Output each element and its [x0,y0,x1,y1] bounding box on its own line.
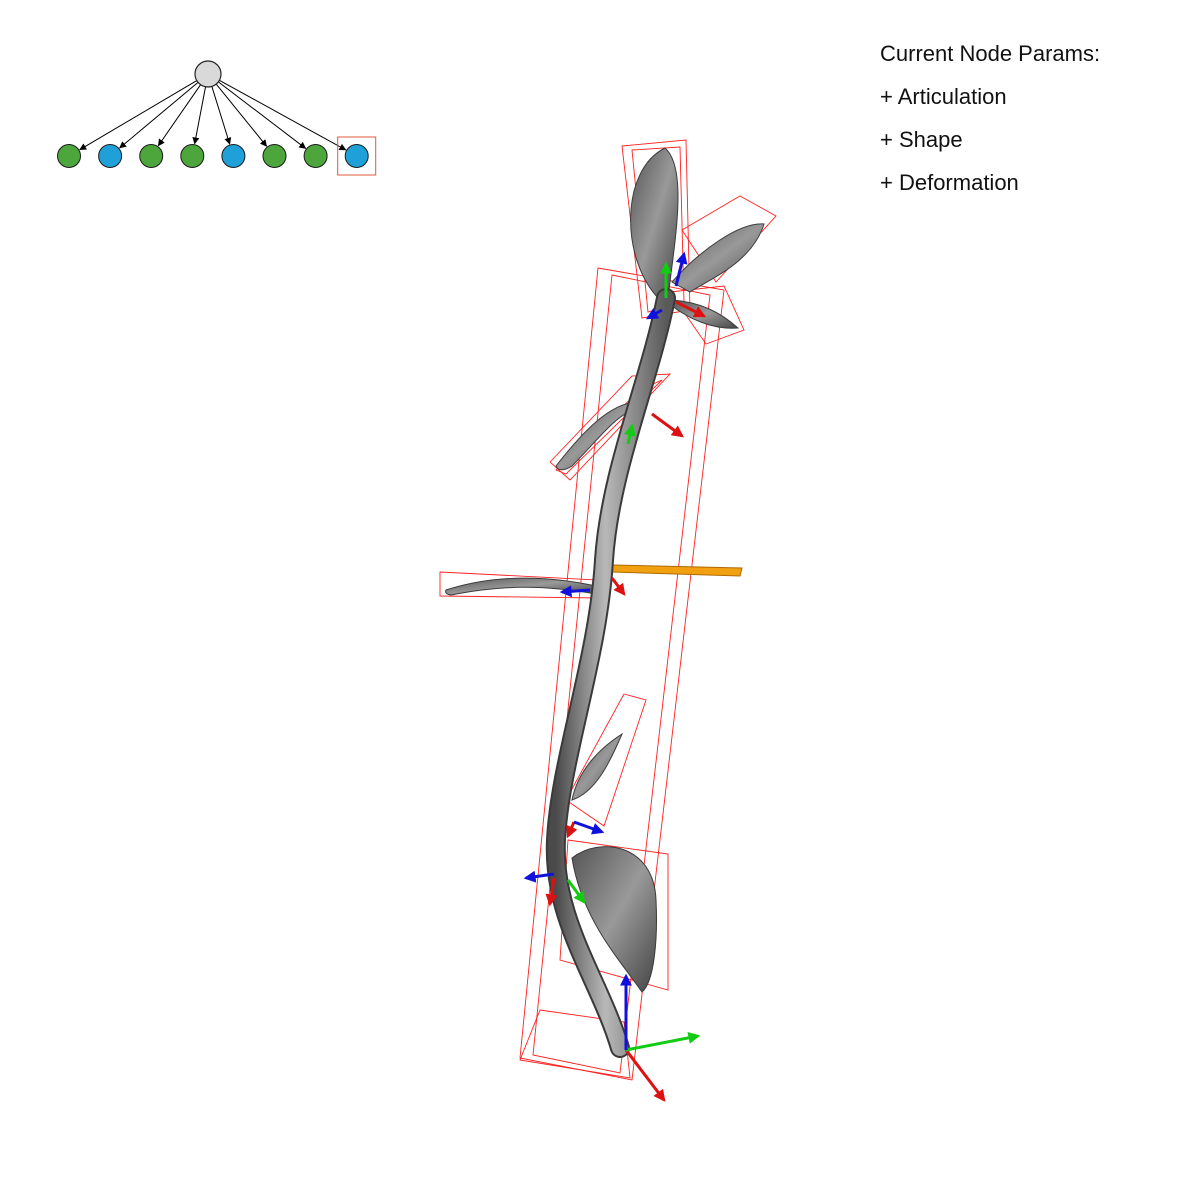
axis-x-arrow [675,300,707,318]
tree-child-node-3[interactable] [139,144,164,168]
axis-z-arrow [559,585,591,598]
tree-edge [157,84,202,147]
node-tree [57,60,377,176]
axes-lower-leaf [566,820,605,839]
bbox-right-petal [669,285,745,345]
tree-edge [215,83,268,147]
tree-edges [79,79,347,151]
axis-z-arrow [645,308,663,320]
axis-x-arrow [545,877,558,907]
node-params-panel: Current Node Params: + Articulation + Sh… [880,32,1180,204]
axis-y-arrow [566,879,586,904]
leaf-highlighted[interactable] [611,564,743,577]
axes-left-branch [624,412,684,445]
tree-child-nodes [57,136,377,176]
leaf-horizontal[interactable] [445,577,597,596]
axis-z-arrow [523,870,555,883]
axes-horizontal-leaf [559,577,626,598]
axis-z-arrow [674,251,688,287]
tree-root-node[interactable] [194,60,222,88]
params-title: Current Node Params: [880,41,1101,66]
coordinate-axes [523,251,707,1102]
leaf-top[interactable] [630,147,679,301]
tree-child-node-5[interactable] [221,144,246,168]
tree-child-node-2[interactable] [98,144,123,168]
tree-child-node-8[interactable] [344,144,369,168]
tree-child-node-7[interactable] [303,144,328,168]
axes-base [620,973,701,1102]
axis-x-arrow [624,1049,666,1102]
tree-edge [79,80,198,151]
tree-selection-box [337,136,377,176]
bbox-base [519,1009,631,1079]
leaf-bottom[interactable] [571,846,657,993]
leaf-left-branch[interactable] [555,401,637,471]
param-articulation[interactable]: + Articulation [880,84,1007,109]
param-shape[interactable]: + Shape [880,127,963,152]
tree-edge [218,81,307,149]
leaf-lower[interactable] [571,732,624,801]
axis-z-arrow [573,820,605,835]
tree-edge [119,81,199,149]
leaf-top-right[interactable] [671,223,765,293]
stem[interactable] [547,290,674,1056]
tree-edge [192,86,207,145]
tree-edge [219,79,347,151]
axis-x-arrow [566,821,578,839]
bbox-left-branch [549,373,672,481]
axes-top [645,251,707,320]
tree-child-node-6[interactable] [262,144,287,168]
param-deformation[interactable]: + Deformation [880,170,1019,195]
tree-child-node-1[interactable] [57,144,81,168]
axes-bottom-leaf [523,870,586,907]
axis-y-arrow [625,1031,701,1052]
tree-child-node-4[interactable] [180,144,205,168]
axis-x-arrow [651,412,684,438]
axis-x-arrow [610,577,626,596]
plant-leaves [445,147,765,993]
axis-y-arrow [624,423,636,445]
tree-edge [211,86,232,145]
